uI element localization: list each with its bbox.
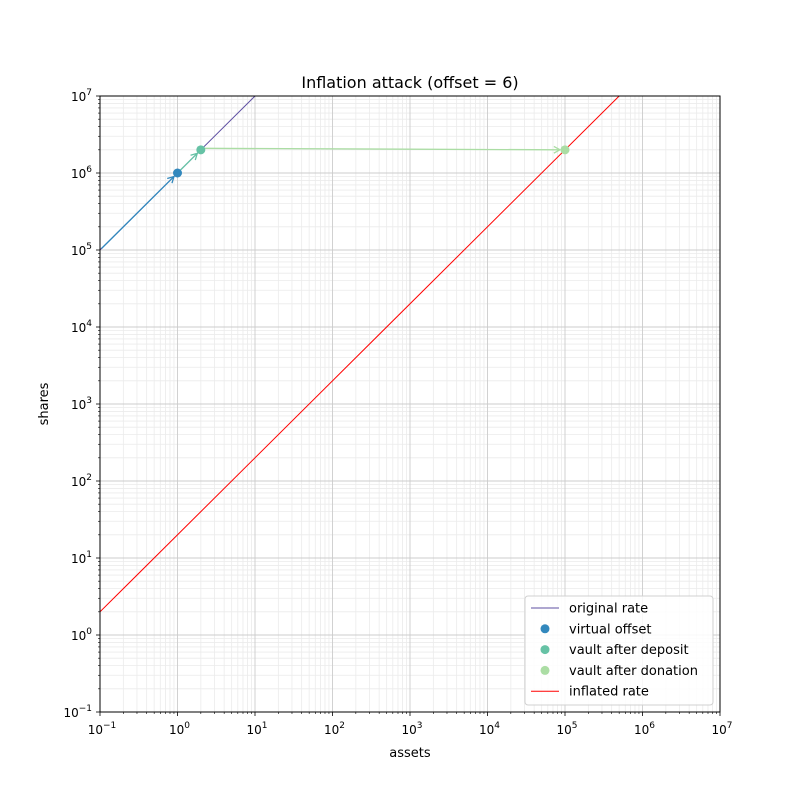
x-tick-label: 104 (479, 721, 500, 737)
y-tick-label: 104 (71, 319, 92, 335)
legend-marker-icon (540, 645, 550, 655)
x-tick-label: 106 (634, 721, 655, 737)
legend: original rate virtual offset vault after d… (524, 595, 714, 706)
y-tick-label: 101 (71, 550, 92, 566)
legend-label: vault after deposit (569, 643, 689, 658)
arrow-shaft (202, 147, 561, 151)
x-tick-label: 105 (556, 721, 577, 737)
legend-label: virtual offset (569, 622, 651, 637)
y-tick-label: 106 (71, 165, 92, 181)
legend-label: original rate (569, 602, 648, 617)
y-tick-label: 105 (71, 242, 92, 258)
legend-box (524, 595, 714, 706)
y-tick-label: 107 (71, 88, 92, 104)
legend-label: inflated rate (569, 685, 649, 700)
arrow-shaft (101, 176, 175, 249)
arrow-shaft (178, 152, 198, 172)
arrow-head (190, 152, 199, 161)
x-axis-label: assets (389, 746, 431, 761)
x-tick-label: 102 (324, 721, 345, 737)
y-tick-label: 102 (71, 473, 92, 489)
x-tick-label: 101 (246, 721, 267, 737)
y-tick-label: 103 (71, 396, 92, 412)
arrow-head (553, 145, 562, 154)
legend-marker-icon (540, 624, 550, 634)
plot-marks (100, 96, 620, 613)
legend-marker-icon (540, 665, 550, 675)
legend-label: vault after donation (569, 664, 698, 679)
inflated-rate-line (100, 96, 620, 613)
vault-after-donation-point (560, 145, 570, 155)
plot-area (100, 96, 620, 613)
vault-after-deposit-point (196, 145, 206, 155)
x-tick-label: 107 (711, 721, 732, 737)
arrow-head (167, 175, 175, 184)
y-axis-label: shares (37, 382, 52, 425)
tick-labels: 10−1 100 101 102 103 104 105 106 107 10−1 100 101 10… (63, 88, 732, 737)
x-tick-label: 100 (169, 721, 190, 737)
x-tick-label: 10−1 (88, 721, 117, 737)
x-tick-label: 103 (401, 721, 422, 737)
y-tick-label: 10−1 (63, 704, 92, 720)
virtual-offset-point (173, 168, 182, 178)
chart-title: Inflation attack (offset = 6) (301, 73, 518, 92)
y-tick-label: 100 (71, 627, 92, 643)
